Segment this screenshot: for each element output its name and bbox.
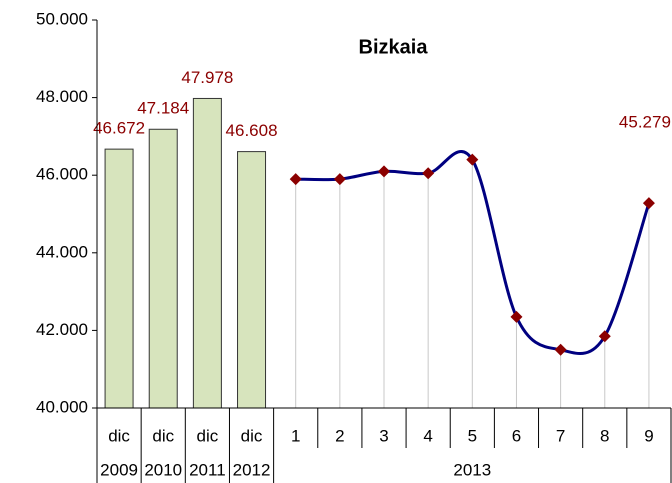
y-tick-label: 44.000 — [36, 242, 88, 261]
marker — [289, 173, 302, 186]
group-label: 2012 — [233, 460, 271, 479]
bar — [237, 151, 267, 409]
bar — [104, 148, 134, 409]
marker — [642, 197, 655, 210]
marker — [378, 165, 390, 178]
marker — [554, 343, 567, 356]
x-tick-label: dic — [152, 426, 174, 445]
chart-title: Bizkaia — [359, 36, 429, 58]
x-tick-label: 9 — [644, 426, 653, 445]
x-tick-label: 5 — [468, 426, 477, 445]
group-label: 2010 — [144, 460, 182, 479]
x-tick-label: dic — [241, 426, 263, 445]
bar — [192, 97, 222, 409]
x-tick-label: dic — [197, 426, 219, 445]
bar — [148, 128, 178, 409]
group-label: 2009 — [100, 460, 138, 479]
y-tick-label: 42.000 — [36, 320, 88, 339]
y-tick-label: 50.000 — [36, 9, 88, 28]
marker — [422, 167, 435, 180]
group-label: 2013 — [453, 460, 491, 479]
x-tick-label: 6 — [512, 426, 521, 445]
y-tick-label: 46.000 — [36, 165, 88, 184]
x-tick-label: 4 — [423, 426, 432, 445]
value-label: 45.279 — [619, 113, 671, 132]
x-tick-label: 8 — [600, 426, 609, 445]
value-label: 47.184 — [137, 99, 189, 118]
value-label: 47.978 — [181, 68, 233, 87]
x-tick-label: dic — [108, 426, 130, 445]
y-tick-label: 40.000 — [36, 397, 88, 416]
x-tick-label: 3 — [379, 426, 388, 445]
value-label: 46.608 — [226, 121, 278, 140]
x-tick-label: 1 — [291, 426, 300, 445]
marker — [333, 173, 346, 186]
marker — [598, 330, 611, 343]
x-tick-label: 2 — [335, 426, 344, 445]
y-tick-label: 48.000 — [36, 87, 88, 106]
marker — [466, 153, 479, 166]
group-label: 2011 — [189, 460, 226, 479]
x-tick-label: 7 — [556, 426, 565, 445]
marker — [510, 310, 523, 323]
value-label: 46.672 — [93, 119, 145, 138]
